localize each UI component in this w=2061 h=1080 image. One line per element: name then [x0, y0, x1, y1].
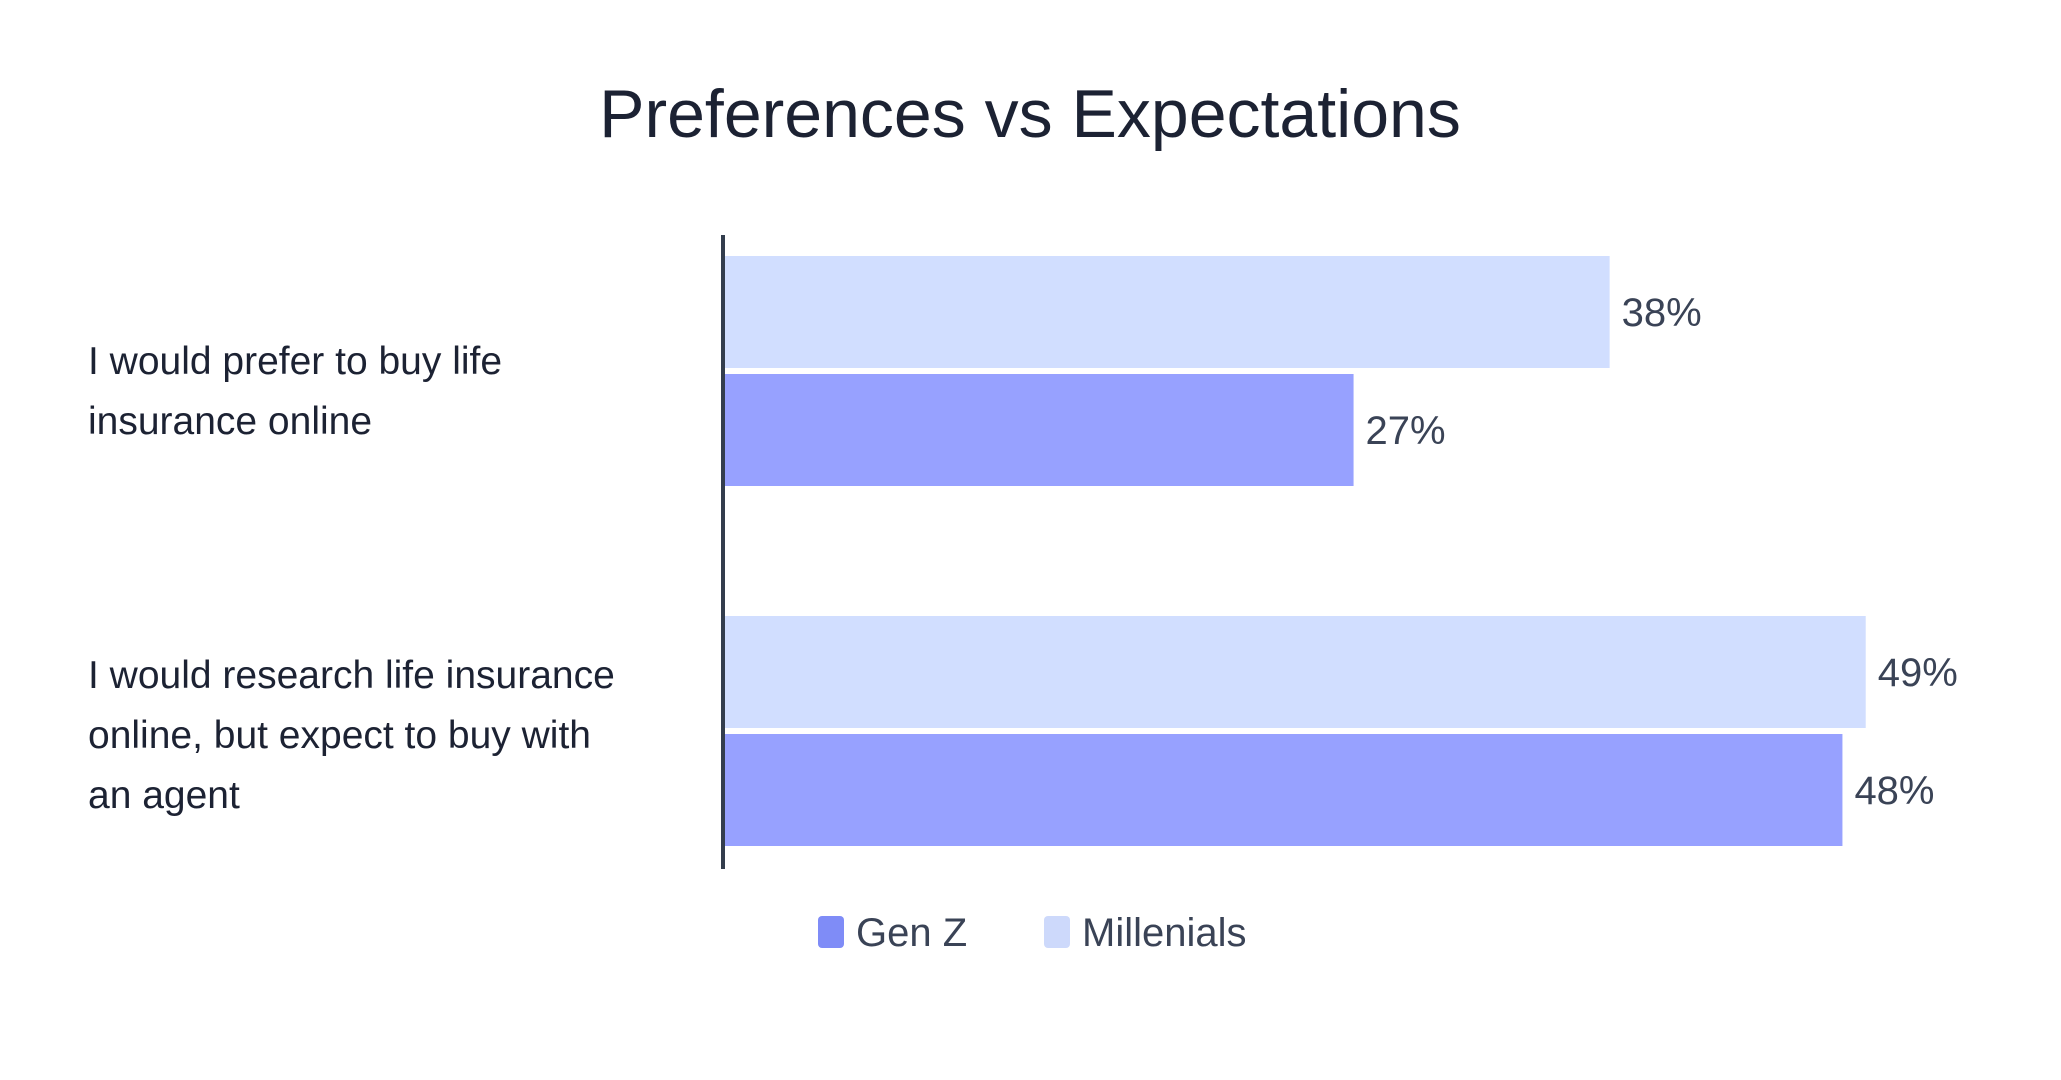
category-label-line: I would prefer to buy life: [88, 340, 502, 383]
chart-title: Preferences vs Expectations: [599, 76, 1461, 152]
legend-swatch: [1044, 916, 1070, 948]
category-label: I would research life insurance online, b…: [88, 654, 615, 817]
legend-label: Millenials: [1082, 911, 1247, 955]
category-label-line: online, but expect to buy with: [88, 714, 591, 757]
data-labels: 38% 27% 49% 48%: [1366, 291, 1958, 813]
category-label: I would prefer to buy life insurance onli…: [88, 340, 502, 443]
data-label: 27%: [1366, 409, 1446, 453]
legend: Gen Z Millenials: [818, 911, 1247, 955]
category-labels: I would prefer to buy life insurance onli…: [88, 340, 615, 817]
bar-millenials: [725, 256, 1610, 368]
data-label: 38%: [1622, 291, 1702, 335]
category-label-line: insurance online: [88, 400, 372, 443]
bar-millenials: [725, 616, 1866, 728]
legend-item-gen-z: Gen Z: [818, 911, 967, 955]
bar-gen-z: [725, 374, 1354, 486]
legend-swatch: [818, 916, 844, 948]
data-label: 48%: [1854, 769, 1934, 813]
legend-label: Gen Z: [856, 911, 967, 955]
bars: [725, 256, 1866, 846]
bar-gen-z: [725, 734, 1843, 846]
category-label-line: an agent: [88, 774, 240, 817]
category-label-line: I would research life insurance: [88, 654, 615, 697]
data-label: 49%: [1878, 651, 1958, 695]
legend-item-millenials: Millenials: [1044, 911, 1247, 955]
